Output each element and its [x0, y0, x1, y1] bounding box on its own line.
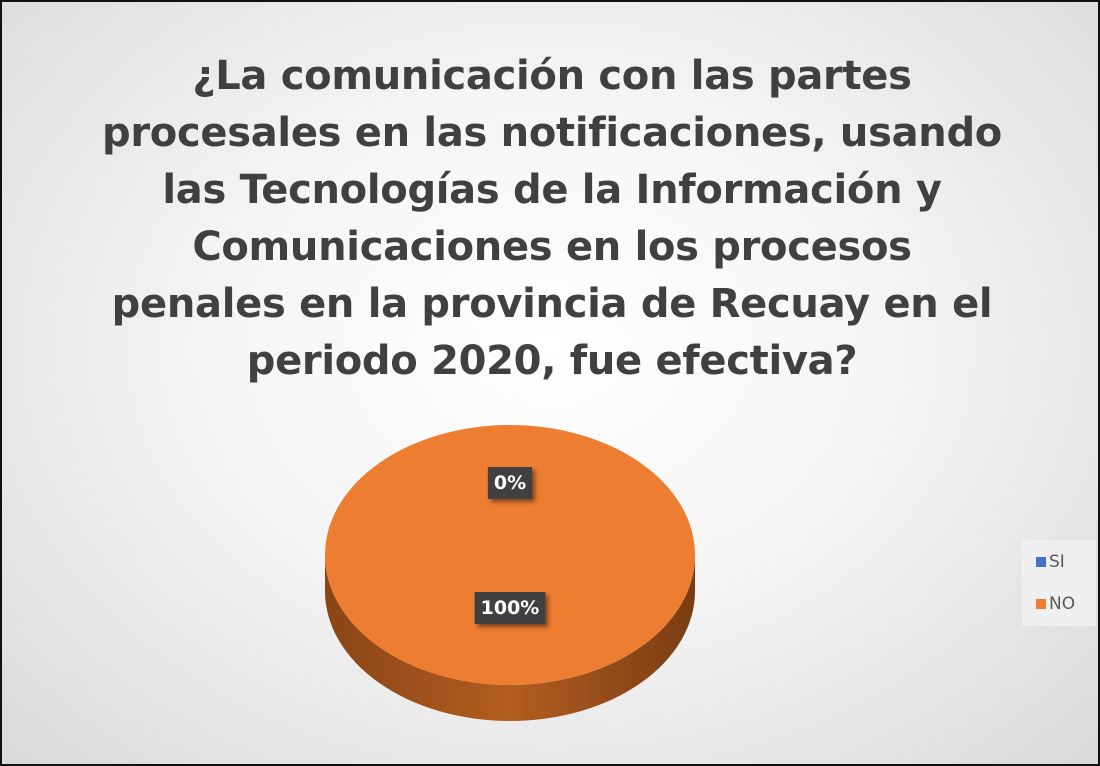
pie-side — [325, 555, 695, 721]
data-label: 100% — [481, 597, 540, 619]
legend-box — [1022, 540, 1096, 626]
pie-slice — [325, 425, 695, 685]
legend-label: SI — [1049, 552, 1065, 572]
data-label-box — [487, 467, 533, 499]
data-label-box — [474, 592, 546, 624]
legend-swatch — [1036, 599, 1046, 609]
chart-title: ¿La comunicación con las partes procesal… — [102, 53, 1002, 384]
data-label: 0% — [494, 472, 526, 494]
legend-label: NO — [1049, 594, 1075, 614]
legend-swatch — [1036, 557, 1046, 567]
